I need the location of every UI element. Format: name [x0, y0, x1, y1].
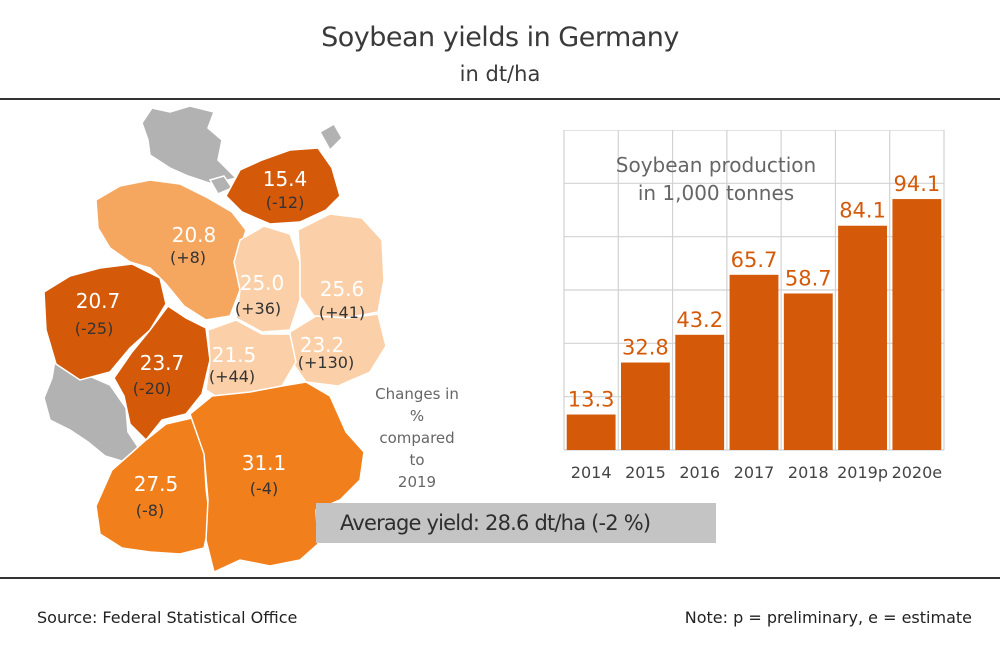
- chart-x-tick-label: 2015: [625, 463, 666, 482]
- average-yield-label: Average yield: 28.6 dt/ha (-2 %): [340, 511, 651, 535]
- chart-bar-2014: [566, 414, 616, 450]
- chart-x-tick-label: 2018: [788, 463, 829, 482]
- top-divider: [0, 98, 1000, 100]
- average-yield-box: [316, 503, 716, 543]
- map-change-mv: (-12): [266, 193, 305, 212]
- chart-bar-2015: [621, 362, 670, 450]
- map-yield-he: 23.7: [140, 351, 185, 375]
- chart-x-tick-label: 2014: [571, 463, 612, 482]
- changes-note-line1: Changes in %: [375, 385, 459, 425]
- map-change-sn: (+130): [298, 353, 354, 372]
- chart-x-tick-label: 2019p: [837, 463, 888, 482]
- map-yield-bb: 25.6: [320, 277, 365, 301]
- map-change-ni: (+8): [170, 248, 206, 267]
- map-change-by: (-4): [250, 479, 278, 498]
- chart-bar-2019p: [838, 225, 887, 450]
- changes-note-line3: 2019: [397, 473, 437, 491]
- map-region-mv: [225, 147, 341, 225]
- map-region-sn: [289, 313, 387, 387]
- map-region-rugen: [318, 122, 343, 152]
- production-bar-chart: Soybean production in 1,000 tonnes 13.3 3…: [563, 130, 945, 482]
- chart-value-label: 43.2: [676, 308, 723, 332]
- map-change-th: (+44): [209, 367, 255, 386]
- chart-bar-2020e: [892, 199, 942, 450]
- page-title: Soybean yields in Germany: [321, 22, 679, 53]
- map-yield-nw: 20.7: [76, 289, 121, 313]
- germany-yield-map: 15.4 (-12) 20.8 (+8) 25.0 (+36) 25.6 (+4…: [43, 105, 387, 574]
- map-region-sh: [141, 105, 238, 185]
- chart-value-label: 94.1: [893, 172, 940, 196]
- map-yield-mv: 15.4: [263, 167, 308, 191]
- map-change-st: (+36): [235, 299, 281, 318]
- map-change-bb: (+41): [319, 303, 365, 322]
- map-region-by: [189, 381, 365, 574]
- map-region-bb: [297, 213, 385, 319]
- source-note: Source: Federal Statistical Office: [37, 608, 298, 627]
- map-region-ni: [95, 179, 247, 321]
- changes-note: Changes in % compared to 2019: [372, 383, 462, 493]
- map-change-bw: (-8): [136, 501, 164, 520]
- chart-value-label: 13.3: [568, 388, 615, 412]
- chart-x-tick-label: 2020e: [892, 463, 943, 482]
- chart-title-line2: in 1,000 tonnes: [638, 181, 794, 205]
- map-change-he: (-20): [133, 379, 172, 398]
- chart-value-label: 65.7: [731, 248, 778, 272]
- bottom-divider: [0, 577, 1000, 579]
- chart-value-label: 32.8: [622, 336, 669, 360]
- map-change-nw: (-25): [75, 319, 114, 338]
- map-yield-bw: 27.5: [134, 472, 179, 496]
- changes-note-line2: compared to: [379, 429, 455, 469]
- map-region-he: [113, 304, 211, 442]
- map-yield-sn: 23.2: [300, 333, 345, 357]
- page-subtitle: in dt/ha: [459, 62, 541, 86]
- chart-x-tick-label: 2017: [734, 463, 775, 482]
- map-yield-by: 31.1: [242, 451, 287, 475]
- map-region-bw: [95, 417, 211, 555]
- map-yield-ni: 20.8: [172, 223, 217, 247]
- abbreviation-note: Note: p = preliminary, e = estimate: [684, 608, 972, 627]
- map-yield-st: 25.0: [240, 271, 285, 295]
- map-region-rp: [43, 358, 142, 463]
- chart-x-labels: 2014 2015 2016 2017 2018 2019p 2020e: [571, 463, 942, 482]
- chart-bar-2016: [675, 334, 725, 450]
- chart-value-label: 58.7: [785, 266, 832, 290]
- chart-value-label: 84.1: [839, 199, 886, 223]
- chart-bar-2018: [783, 293, 833, 450]
- map-region-st: [233, 225, 301, 333]
- chart-bars: [566, 199, 942, 450]
- map-yield-th: 21.5: [212, 343, 257, 367]
- chart-x-tick-label: 2016: [679, 463, 720, 482]
- chart-title-line1: Soybean production: [616, 153, 816, 177]
- chart-bar-2017: [729, 274, 779, 450]
- chart-value-labels: 13.3 32.8 43.2 65.7 58.7 84.1 94.1: [568, 172, 940, 411]
